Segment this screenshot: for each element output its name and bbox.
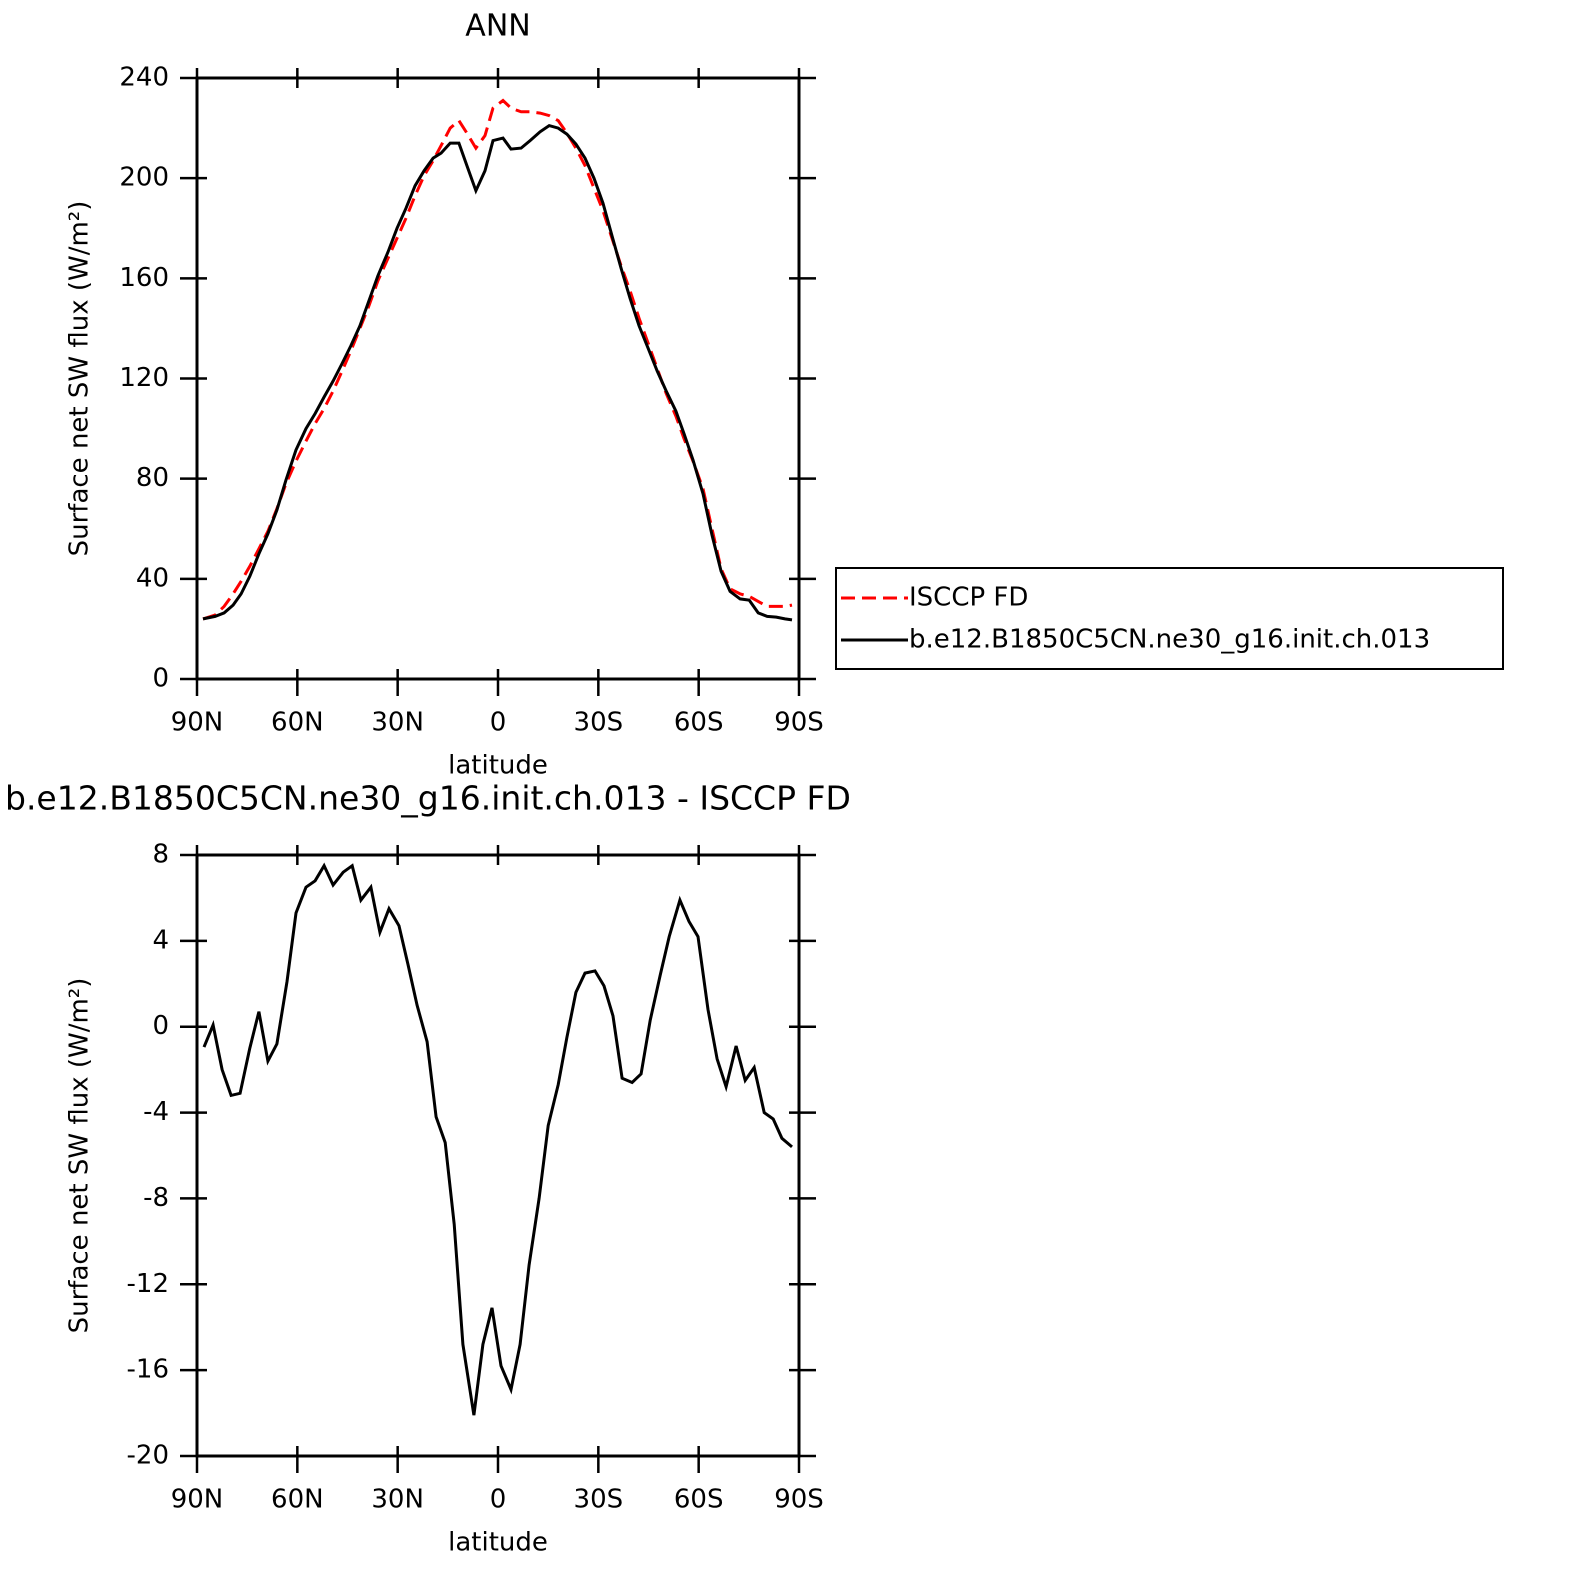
y-tick-label: 4 (152, 925, 169, 955)
x-tick-label: 90N (171, 1485, 224, 1515)
y-tick-label: -4 (143, 1097, 169, 1127)
y-tick-label: 200 (119, 163, 169, 193)
y-axis-label: Surface net SW flux (W/m²) (65, 201, 95, 557)
x-tick-label: 90N (171, 708, 224, 738)
plot-frame (195, 76, 801, 681)
x-tick-label: 0 (490, 708, 507, 738)
y-tick-label: 80 (136, 463, 169, 493)
x-tick-label: 30N (371, 1485, 424, 1515)
y-tick-label: -12 (127, 1269, 169, 1299)
chart-title: b.e12.B1850C5CN.ne30_g16.init.ch.013 - I… (5, 779, 851, 818)
x-tick-label: 30S (574, 708, 624, 738)
chart-title: ANN (465, 9, 530, 44)
y-tick-label: 8 (152, 840, 169, 870)
x-tick-label: 30N (371, 708, 424, 738)
line-series (202, 98, 793, 621)
x-tick-label: 90S (774, 1485, 824, 1515)
y-tick-label: 40 (136, 563, 169, 593)
x-tick-label: 0 (490, 1485, 507, 1515)
x-tick-label: 60S (674, 708, 724, 738)
plot-frame (195, 853, 801, 1458)
x-tick-label: 60N (271, 1485, 324, 1515)
y-tick-label: -8 (143, 1183, 169, 1213)
y-tick-label: 120 (119, 363, 169, 393)
legend-label: b.e12.B1850C5CN.ne30_g16.init.ch.013 (909, 625, 1430, 655)
y-tick-label: -20 (127, 1441, 169, 1471)
y-tick-label: 0 (152, 664, 169, 694)
y-tick-label: 0 (152, 1011, 169, 1041)
x-axis-label: latitude (448, 751, 548, 781)
legend-box (835, 567, 1504, 670)
y-tick-label: 160 (119, 263, 169, 293)
x-tick-label: 60S (674, 1485, 724, 1515)
x-tick-label: 60N (271, 708, 324, 738)
line-series (202, 862, 793, 1416)
y-tick-label: -16 (127, 1355, 169, 1385)
x-axis-label: latitude (448, 1528, 548, 1558)
y-axis-label: Surface net SW flux (W/m²) (65, 978, 95, 1334)
y-tick-label: 240 (119, 63, 169, 93)
legend-label: ISCCP FD (909, 583, 1028, 613)
x-tick-label: 90S (774, 708, 824, 738)
x-tick-label: 30S (574, 1485, 624, 1515)
line-series (202, 123, 793, 622)
